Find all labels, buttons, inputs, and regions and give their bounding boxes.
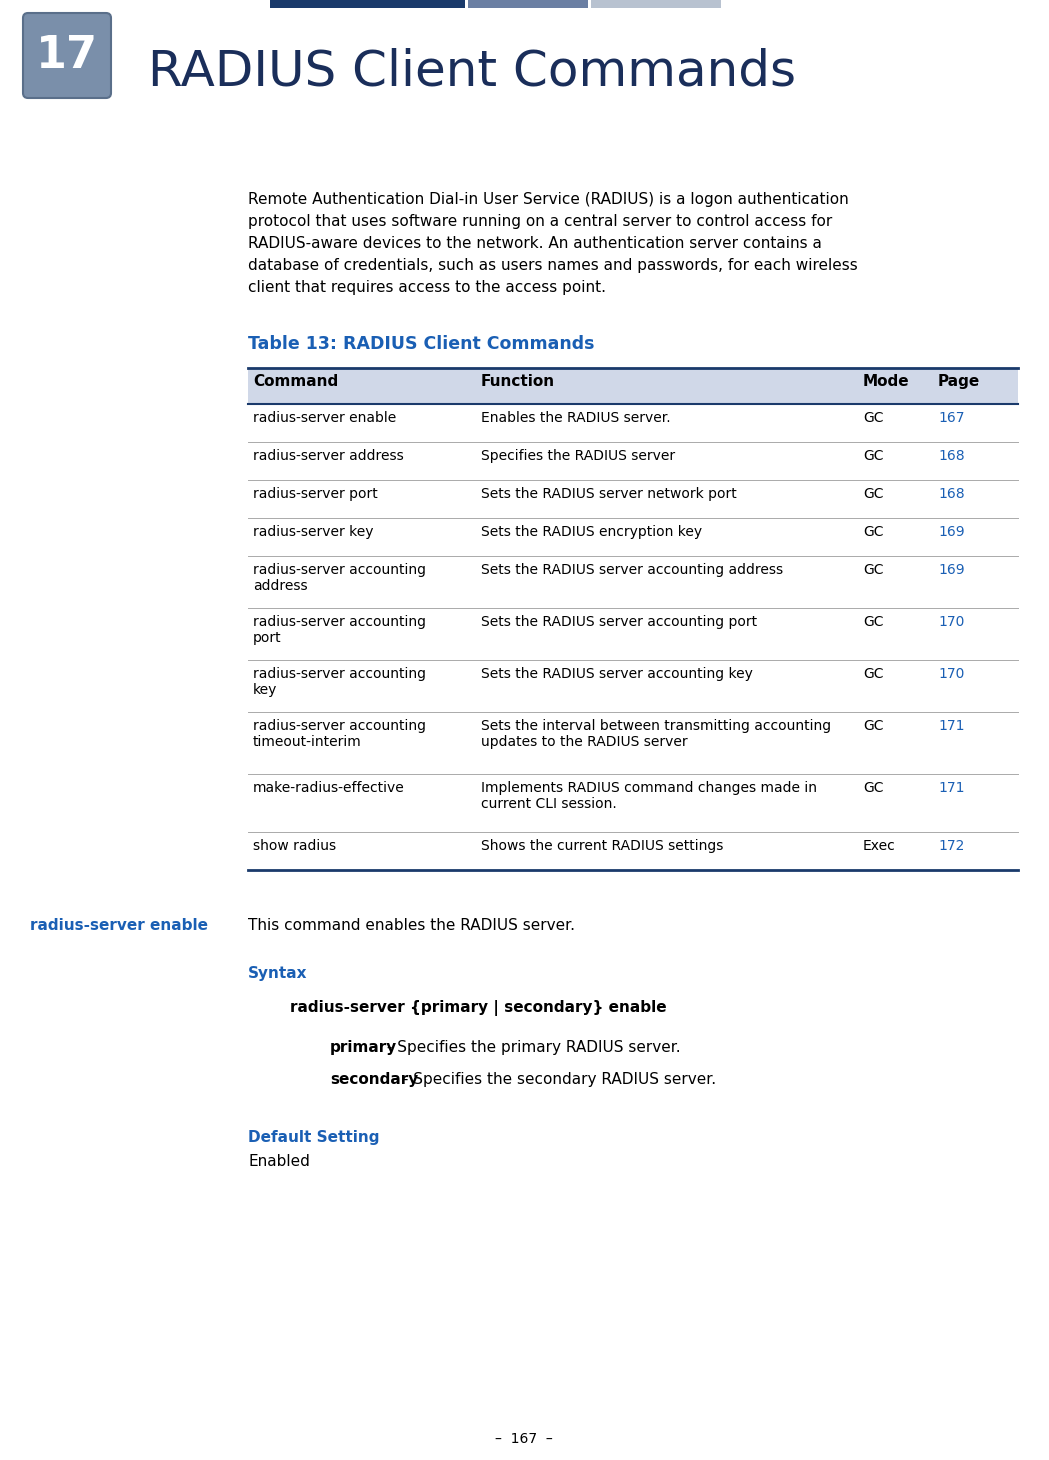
Text: Sets the RADIUS server accounting key: Sets the RADIUS server accounting key xyxy=(481,667,753,680)
Text: Shows the current RADIUS settings: Shows the current RADIUS settings xyxy=(481,839,724,853)
Text: Exec: Exec xyxy=(863,839,896,853)
Text: –  167  –: – 167 – xyxy=(495,1432,553,1445)
Text: GC: GC xyxy=(863,667,883,680)
Text: protocol that uses software running on a central server to control access for: protocol that uses software running on a… xyxy=(248,215,832,229)
Text: Command: Command xyxy=(253,374,338,388)
Text: make-radius-effective: make-radius-effective xyxy=(253,781,405,796)
Text: GC: GC xyxy=(863,564,883,577)
Text: Enabled: Enabled xyxy=(248,1153,309,1169)
Text: radius-server key: radius-server key xyxy=(253,526,373,539)
Text: radius-server accounting
address: radius-server accounting address xyxy=(253,564,426,593)
Text: database of credentials, such as users names and passwords, for each wireless: database of credentials, such as users n… xyxy=(248,258,858,273)
Text: Remote Authentication Dial-in User Service (RADIUS) is a logon authentication: Remote Authentication Dial-in User Servi… xyxy=(248,193,849,207)
Text: - Specifies the primary RADIUS server.: - Specifies the primary RADIUS server. xyxy=(383,1040,681,1056)
Text: Default Setting: Default Setting xyxy=(248,1130,380,1145)
Text: show radius: show radius xyxy=(253,839,336,853)
Bar xyxy=(468,0,588,7)
Text: GC: GC xyxy=(863,781,883,796)
Text: Sets the RADIUS server accounting port: Sets the RADIUS server accounting port xyxy=(481,615,757,629)
Text: radius-server port: radius-server port xyxy=(253,488,378,501)
Text: 168: 168 xyxy=(938,450,965,463)
Text: RADIUS-aware devices to the network. An authentication server contains a: RADIUS-aware devices to the network. An … xyxy=(248,237,821,251)
Text: 169: 169 xyxy=(938,564,965,577)
Text: Implements RADIUS command changes made in
current CLI session.: Implements RADIUS command changes made i… xyxy=(481,781,817,812)
Text: radius-server accounting
port: radius-server accounting port xyxy=(253,615,426,645)
Text: GC: GC xyxy=(863,615,883,629)
Text: Sets the interval between transmitting accounting
updates to the RADIUS server: Sets the interval between transmitting a… xyxy=(481,718,831,749)
Text: 170: 170 xyxy=(938,667,964,680)
Bar xyxy=(591,0,721,7)
Text: Enables the RADIUS server.: Enables the RADIUS server. xyxy=(481,412,670,425)
Text: 169: 169 xyxy=(938,526,965,539)
Text: Table 13: RADIUS Client Commands: Table 13: RADIUS Client Commands xyxy=(248,334,595,353)
Bar xyxy=(270,0,465,7)
Text: Specifies the RADIUS server: Specifies the RADIUS server xyxy=(481,450,676,463)
Text: Mode: Mode xyxy=(863,374,909,388)
Text: radius-server accounting
key: radius-server accounting key xyxy=(253,667,426,698)
Text: 17: 17 xyxy=(36,34,98,77)
Text: RADIUS Client Commands: RADIUS Client Commands xyxy=(148,48,796,96)
Text: Sets the RADIUS server network port: Sets the RADIUS server network port xyxy=(481,488,736,501)
Text: This command enables the RADIUS server.: This command enables the RADIUS server. xyxy=(248,918,575,933)
Text: 167: 167 xyxy=(938,412,964,425)
Text: - Specifies the secondary RADIUS server.: - Specifies the secondary RADIUS server. xyxy=(398,1072,715,1088)
Text: GC: GC xyxy=(863,412,883,425)
Text: Sets the RADIUS encryption key: Sets the RADIUS encryption key xyxy=(481,526,702,539)
Text: Page: Page xyxy=(938,374,980,388)
Text: secondary: secondary xyxy=(330,1072,419,1088)
Text: GC: GC xyxy=(863,526,883,539)
Text: client that requires access to the access point.: client that requires access to the acces… xyxy=(248,280,606,295)
Text: 168: 168 xyxy=(938,488,965,501)
Text: GC: GC xyxy=(863,718,883,733)
Text: primary: primary xyxy=(330,1040,398,1056)
Text: 171: 171 xyxy=(938,781,964,796)
Text: 171: 171 xyxy=(938,718,964,733)
Text: 170: 170 xyxy=(938,615,964,629)
Text: 172: 172 xyxy=(938,839,964,853)
Bar xyxy=(248,368,1018,404)
Text: GC: GC xyxy=(863,488,883,501)
Text: radius-server enable: radius-server enable xyxy=(253,412,397,425)
Text: Syntax: Syntax xyxy=(248,967,307,981)
FancyBboxPatch shape xyxy=(23,13,111,98)
Text: GC: GC xyxy=(863,450,883,463)
Text: radius-server accounting
timeout-interim: radius-server accounting timeout-interim xyxy=(253,718,426,749)
Text: radius-server enable: radius-server enable xyxy=(30,918,208,933)
Text: Sets the RADIUS server accounting address: Sets the RADIUS server accounting addres… xyxy=(481,564,784,577)
Text: radius-server address: radius-server address xyxy=(253,450,404,463)
Text: radius-server {primary | secondary} enable: radius-server {primary | secondary} enab… xyxy=(290,1000,666,1016)
Text: Function: Function xyxy=(481,374,555,388)
